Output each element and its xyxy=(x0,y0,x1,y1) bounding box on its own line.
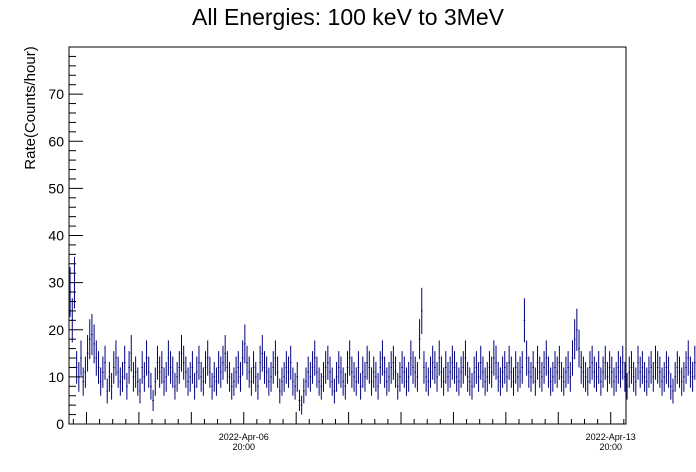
y-tick-label: 10 xyxy=(48,369,64,385)
y-axis-label: Rate(Counts/hour) xyxy=(22,46,39,169)
y-tick-label: 0 xyxy=(56,416,64,432)
chart-title: All Energies: 100 keV to 3MeV xyxy=(192,4,504,30)
error-bar-layer xyxy=(69,256,696,415)
y-axis: 0 10 20 30 40 50 60 70 xyxy=(48,46,83,432)
y-tick-label: 50 xyxy=(48,180,64,196)
y-tick-label: 60 xyxy=(48,133,64,149)
x-tick-label-date: 2022-Apr-13 xyxy=(586,432,636,442)
y-tick-label: 70 xyxy=(48,86,64,102)
data-point-layer xyxy=(69,282,696,406)
x-tick-label-time: 20:00 xyxy=(599,442,622,452)
y-tick-label: 40 xyxy=(48,228,64,244)
x-tick-label-date: 2022-Apr-06 xyxy=(219,432,269,442)
y-tick-label: 20 xyxy=(48,322,64,338)
y-tick-label: 30 xyxy=(48,275,64,291)
x-tick-label-time: 20:00 xyxy=(232,442,255,452)
